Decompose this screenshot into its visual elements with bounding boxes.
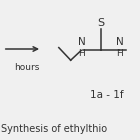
Text: Synthesis of ethylthio: Synthesis of ethylthio	[1, 124, 108, 134]
Text: S: S	[97, 18, 104, 28]
Text: H: H	[79, 49, 85, 58]
Text: 1a - 1f: 1a - 1f	[90, 90, 123, 100]
Text: N: N	[116, 37, 124, 47]
Text: H: H	[116, 49, 123, 58]
Text: N: N	[78, 37, 86, 47]
Text: hours: hours	[14, 63, 39, 72]
